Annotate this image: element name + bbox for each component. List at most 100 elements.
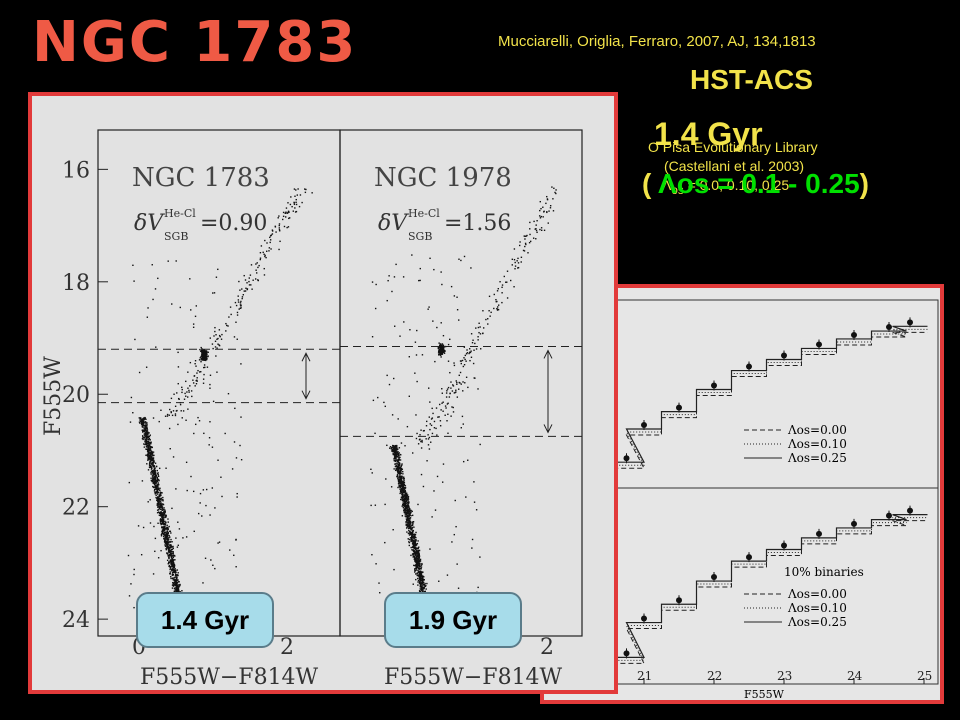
cmd-star-point	[212, 347, 214, 350]
cmd-star-point	[214, 330, 216, 333]
cmd-star-point	[176, 581, 179, 584]
cmd-star-point	[243, 290, 245, 292]
cmd-star-point	[225, 330, 227, 332]
cmd-star-point	[153, 481, 156, 483]
cmd-star-point	[161, 509, 163, 511]
cmd-star-point	[156, 500, 159, 502]
cmd-star-point	[162, 514, 164, 517]
cmd-star-point	[401, 464, 403, 466]
cmd-star-point	[159, 487, 161, 489]
cmd-star-point	[144, 418, 146, 420]
cmd-star-point	[202, 378, 205, 380]
cmd-star-point	[463, 363, 466, 366]
cmd-star-point	[144, 432, 146, 434]
cmd-star-point	[394, 454, 397, 456]
cmd-star-point	[388, 275, 390, 277]
cmd-right-annotation: δV He-Cl SGB =1.56	[378, 207, 511, 243]
cmd-star-point	[159, 494, 162, 497]
cmd-star-point	[415, 414, 417, 416]
cmd-star-point	[397, 461, 400, 463]
cmd-star-point	[408, 507, 411, 510]
cmd-star-point	[295, 198, 297, 201]
cmd-star-point	[401, 489, 403, 491]
cmd-star-point	[397, 448, 399, 450]
cmd-star-point	[170, 550, 173, 553]
cmd-star-point	[159, 505, 161, 508]
cmd-star-point	[295, 210, 298, 213]
cmd-star-point	[151, 452, 154, 455]
cmd-star-point	[395, 463, 397, 465]
cmd-star-point	[196, 372, 198, 374]
cmd-star-point	[407, 497, 409, 499]
cmd-star-point	[295, 201, 297, 204]
cmd-left-annot-value: =0.90	[200, 211, 267, 236]
cmd-star-point	[479, 443, 481, 446]
cmd-star-point	[470, 267, 472, 269]
cmd-star-point	[393, 377, 395, 380]
cmd-star-point	[181, 417, 183, 419]
cmd-star-point	[142, 437, 145, 439]
cmd-star-point	[149, 456, 151, 458]
cmd-star-point	[203, 432, 205, 435]
cmd-star-point	[294, 195, 296, 197]
cmd-star-point	[393, 450, 396, 452]
cmd-star-point	[200, 371, 202, 373]
cmd-star-point	[453, 362, 455, 364]
cmd-star-point	[194, 359, 197, 362]
cmd-star-point	[407, 500, 409, 502]
cmd-arrow-head-bottom	[543, 424, 553, 434]
cmd-star-point	[170, 552, 172, 554]
cmd-star-point	[430, 424, 433, 427]
cmd-star-point	[160, 511, 163, 513]
cmd-star-point	[134, 338, 136, 341]
cmd-star-point	[176, 409, 178, 412]
cmd-star-point	[396, 453, 398, 456]
cmd-star-point	[256, 262, 258, 264]
cmd-star-point	[229, 549, 231, 551]
cmd-star-point	[404, 511, 406, 514]
cmd-star-point	[156, 479, 158, 481]
cmd-star-point	[392, 448, 395, 450]
lf-xtick-label-23: 23	[777, 669, 792, 683]
cmd-star-point	[411, 532, 414, 534]
cmd-star-point	[415, 566, 417, 569]
cmd-star-point	[394, 456, 397, 458]
cmd-star-point	[157, 475, 160, 478]
cmd-star-point	[233, 554, 235, 557]
cmd-star-point	[149, 522, 152, 524]
cmd-star-point	[471, 341, 474, 344]
cmd-star-point	[425, 438, 427, 440]
cmd-star-point	[395, 452, 397, 454]
cmd-star-point	[395, 444, 398, 447]
cmd-star-point	[172, 577, 174, 580]
cmd-star-point	[407, 538, 409, 540]
cmd-star-point	[168, 556, 170, 559]
cmd-star-point	[233, 441, 236, 443]
cmd-star-point	[204, 359, 206, 361]
cmd-star-point	[433, 420, 436, 423]
cmd-star-point	[150, 471, 152, 474]
cmd-star-point	[170, 538, 172, 541]
cmd-star-point	[408, 356, 411, 358]
cmd-star-point	[441, 347, 443, 350]
cmd-star-point	[467, 459, 469, 461]
cmd-star-point	[391, 414, 394, 416]
cmd-star-point	[195, 365, 197, 367]
cmd-star-point	[160, 519, 162, 522]
cmd-star-point	[426, 582, 428, 585]
cmd-star-point	[446, 390, 448, 392]
cmd-star-point	[150, 455, 153, 458]
cmd-star-point	[161, 530, 164, 532]
cmd-star-point	[146, 436, 148, 439]
cmd-star-point	[174, 583, 177, 586]
cmd-star-point	[207, 355, 209, 357]
cmd-star-point	[199, 348, 201, 351]
cmd-star-point	[554, 191, 556, 194]
cmd-star-point	[440, 409, 442, 411]
cmd-star-point	[259, 251, 262, 254]
cmd-star-point	[454, 391, 456, 394]
cmd-star-point	[438, 580, 440, 582]
cmd-star-point	[538, 215, 541, 217]
cmd-star-point	[420, 568, 422, 570]
cmd-star-point	[403, 511, 406, 514]
